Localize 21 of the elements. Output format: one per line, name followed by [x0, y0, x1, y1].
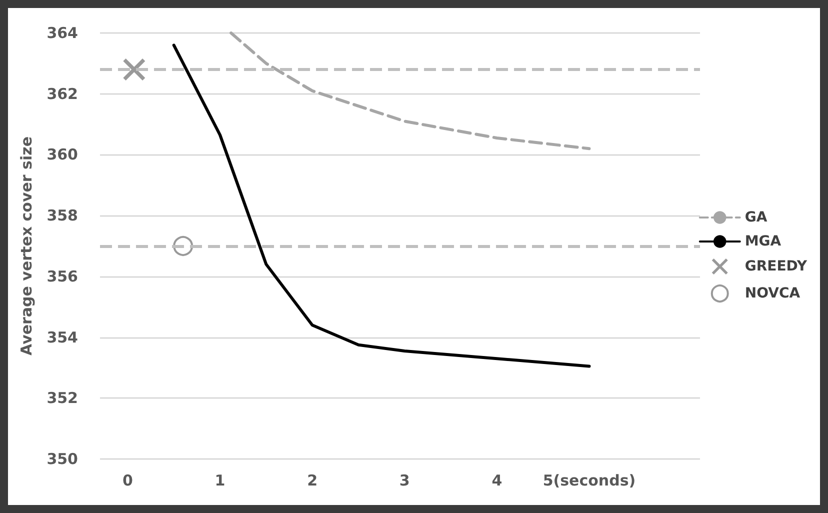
x-tick-label: 3: [399, 472, 410, 490]
y-tick-label: 350: [46, 450, 78, 468]
line-series: [230, 32, 591, 150]
legend-label: NOVCA: [744, 286, 800, 302]
line-series: [172, 44, 591, 368]
x-tick-label: 5(seconds): [542, 472, 636, 490]
y-tick-label: 360: [46, 146, 78, 164]
y-tick-label: 354: [46, 328, 78, 346]
x-tick-label: 4: [492, 472, 502, 490]
y-axis-title: Average vertex cover size: [18, 136, 36, 356]
y-tick-label: 356: [46, 267, 78, 286]
y-tick-label: 352: [46, 389, 78, 408]
legend-label: MGA: [744, 234, 782, 250]
x-tick-label: 0: [122, 472, 133, 490]
x-tick-label: 1: [214, 472, 226, 490]
y-tick-label: 364: [46, 24, 78, 42]
y-tick-label: 362: [46, 84, 78, 103]
legend-label: GA: [744, 210, 768, 226]
x-tick-label: 2: [307, 472, 318, 490]
y-tick-label: 358: [46, 206, 78, 225]
legend-label: GREEDY: [744, 258, 808, 274]
